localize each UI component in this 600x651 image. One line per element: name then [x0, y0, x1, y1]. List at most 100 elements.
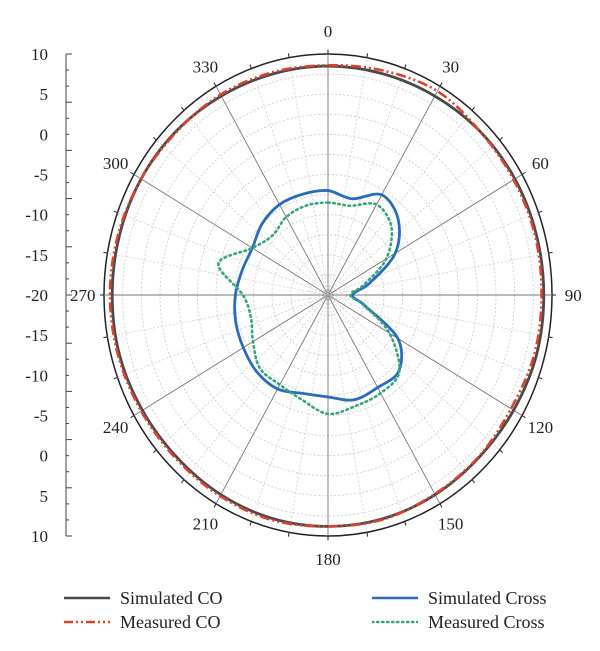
angle-tick — [113, 210, 118, 214]
polar-spoke — [327, 294, 539, 378]
polar-spoke — [107, 252, 329, 296]
legend-swatch — [372, 620, 418, 624]
angle-label: 240 — [103, 418, 129, 437]
polar-grid — [99, 49, 557, 541]
angle-label: 300 — [103, 154, 129, 173]
angle-tick — [538, 210, 543, 214]
radial-tick-label: -10 — [25, 206, 48, 225]
legend-label: Measured CO — [120, 611, 221, 632]
legend-item-simulated-co: Simulated CO — [64, 586, 223, 610]
angle-tick — [181, 106, 185, 111]
polar-spoke — [327, 294, 523, 416]
angle-tick — [213, 82, 217, 87]
polar-spoke — [327, 110, 473, 296]
angle-label: 180 — [315, 550, 341, 569]
angle-tick — [404, 64, 407, 69]
legend-label: Simulated CO — [120, 587, 223, 608]
angle-tick — [103, 251, 108, 254]
polar-spoke — [327, 294, 549, 338]
radial-tick-label: -5 — [34, 407, 48, 426]
polar-spoke — [327, 212, 539, 296]
angle-tick — [103, 336, 108, 339]
angle-tick — [249, 64, 252, 69]
polar-spoke — [133, 174, 329, 296]
polar-spoke — [183, 294, 329, 480]
angle-label: 120 — [528, 418, 554, 437]
polar-spoke — [327, 57, 368, 296]
polar-spoke — [327, 68, 405, 296]
angle-label: 330 — [193, 57, 219, 76]
polar-spoke — [117, 294, 329, 378]
radial-tick-label: -15 — [25, 246, 48, 265]
angle-tick — [548, 336, 553, 339]
radial-tick-label: -15 — [25, 326, 48, 345]
legend-item-measured-cross: Measured Cross — [372, 610, 544, 634]
radial-tick-label: -10 — [25, 366, 48, 385]
polar-spoke — [107, 294, 329, 338]
polar-spoke — [327, 294, 500, 451]
angle-tick — [130, 171, 135, 175]
angle-label: 0 — [324, 22, 333, 41]
polar-spoke — [288, 294, 329, 533]
legend-item-simulated-cross: Simulated Cross — [372, 586, 547, 610]
angle-tick — [287, 532, 290, 537]
legend-swatch — [64, 620, 110, 624]
angle-tick — [181, 479, 185, 484]
polar-spoke — [327, 294, 405, 522]
angle-label: 30 — [442, 57, 459, 76]
angle-tick — [366, 532, 369, 537]
angle-tick — [538, 376, 543, 380]
polar-spoke — [183, 110, 329, 296]
angle-label: 270 — [70, 286, 96, 305]
radial-tick-label: 5 — [40, 487, 49, 506]
angle-label: 90 — [565, 286, 582, 305]
polar-spoke — [327, 174, 523, 296]
angle-tick — [249, 521, 252, 526]
polar-spoke — [156, 294, 329, 451]
angle-tick — [471, 479, 475, 484]
angle-tick — [471, 106, 475, 111]
angle-tick — [404, 521, 407, 526]
angle-tick — [521, 171, 526, 175]
polar-spoke — [327, 139, 500, 296]
series-measured-co — [108, 63, 543, 528]
polar-spoke — [215, 86, 329, 296]
polar-spoke — [117, 212, 329, 296]
series-group — [108, 63, 546, 528]
angle-tick — [287, 53, 290, 58]
polar-spoke — [327, 294, 441, 504]
radial-tick-label: 0 — [40, 447, 49, 466]
angle-tick — [366, 53, 369, 58]
polar-spoke — [156, 139, 329, 296]
angle-label: 60 — [532, 154, 549, 173]
legend-label: Simulated Cross — [428, 587, 547, 608]
angle-label: 210 — [193, 515, 219, 534]
angle-label: 150 — [438, 515, 464, 534]
radial-tick-label: 5 — [40, 85, 49, 104]
angle-tick — [499, 449, 504, 454]
polar-spoke — [288, 57, 329, 296]
radial-tick-label: -20 — [25, 286, 48, 305]
legend-swatch — [64, 596, 110, 600]
angle-tick — [439, 503, 443, 508]
angle-labels: 0 30 60 90 120 150 180 210 240 270 300 330 — [70, 22, 582, 569]
polar-chart: 10 5 0 -5 -10 -15 -20 -15 -10 -5 0 5 10 0 30 60 90 120 15… — [25, 22, 582, 569]
angle-tick — [548, 251, 553, 254]
radial-tick-label: 10 — [31, 45, 48, 64]
angle-tick — [152, 449, 157, 454]
radial-tick-label: 10 — [31, 527, 48, 546]
angle-tick — [439, 82, 443, 87]
polar-spoke — [133, 294, 329, 416]
legend-item-measured-co: Measured CO — [64, 610, 220, 634]
radial-axis: 10 5 0 -5 -10 -15 -20 -15 -10 -5 0 5 10 — [25, 45, 72, 546]
legend-label: Measured Cross — [428, 611, 545, 632]
angle-tick — [130, 415, 135, 419]
angle-tick — [521, 415, 526, 419]
angle-tick — [213, 503, 217, 508]
polar-spoke — [327, 294, 368, 533]
series-measured-cross — [217, 201, 401, 416]
legend-swatch — [372, 596, 418, 600]
radial-tick-label: 0 — [40, 125, 49, 144]
polar-spoke — [327, 86, 441, 296]
polar-spoke — [327, 294, 473, 480]
